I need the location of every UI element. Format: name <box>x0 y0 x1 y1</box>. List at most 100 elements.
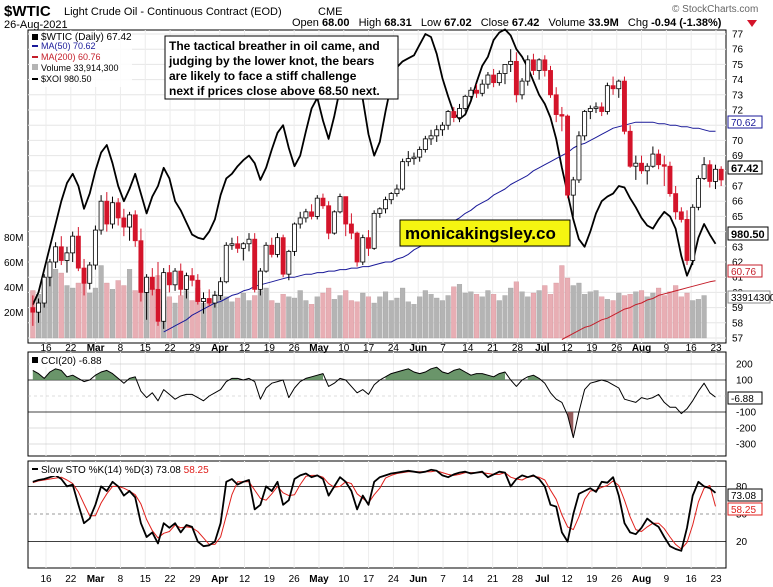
candle-body <box>451 111 457 118</box>
x-tick-label-price: 29 <box>189 343 201 354</box>
volume-bar <box>519 291 525 339</box>
sto-d-line <box>32 470 716 550</box>
price-tick-label: 74 <box>732 75 744 86</box>
high-label: High <box>359 17 382 29</box>
cci-tick-label: -200 <box>736 424 756 435</box>
candle-body <box>166 272 172 286</box>
price-tick-label: 73 <box>732 90 744 101</box>
candle-body <box>155 288 161 322</box>
cci-tick-label: -300 <box>736 440 756 451</box>
volume-bar <box>479 296 485 339</box>
candle-body <box>41 276 47 304</box>
annotation-line-3: are likely to face a stiff challenge <box>169 69 357 83</box>
candle-body <box>195 279 201 302</box>
sto-legend-text: Slow STO %K(14) %D(3) 73.08 58.25 <box>41 465 209 476</box>
candle-body <box>695 177 701 208</box>
brand-label: © StockCharts.com <box>672 4 758 15</box>
x-tick-label-price: 10 <box>338 343 350 354</box>
volume-bar <box>456 284 463 339</box>
cci-positive-fill <box>32 367 540 380</box>
candle-body <box>183 275 189 290</box>
volume-bar <box>365 296 372 339</box>
price-tick-label: 57 <box>732 334 744 345</box>
volume-bar <box>166 296 172 339</box>
volume-bar <box>468 291 474 339</box>
volume-bar <box>565 277 571 339</box>
volume-bar <box>104 282 110 339</box>
price-tick-label: 72 <box>732 106 744 117</box>
x-tick-label-bottom: 29 <box>189 574 201 585</box>
sto-panel <box>27 460 727 569</box>
cci-tick-label: -100 <box>736 408 756 419</box>
volume-bar <box>58 272 64 339</box>
candle-body <box>684 219 690 261</box>
volume-bar <box>695 299 701 339</box>
x-tick-label-bottom: 22 <box>165 574 177 585</box>
volume-bar <box>246 300 252 339</box>
candle-body <box>297 217 303 225</box>
candle-body <box>457 108 462 119</box>
candle-body <box>275 237 280 255</box>
candle-body <box>639 162 644 172</box>
candle-body <box>235 243 241 249</box>
volume-bar <box>75 282 81 339</box>
volume-bar <box>667 291 673 339</box>
candle-body <box>309 211 315 217</box>
candle-body <box>678 211 684 220</box>
x-tick-label-price: May <box>309 343 329 354</box>
cci-tick-label: 100 <box>736 376 753 387</box>
candle-body <box>508 60 514 65</box>
open-label: Open <box>292 17 319 29</box>
candle-body <box>502 64 508 74</box>
candle-body <box>121 217 127 228</box>
candle-body <box>616 80 622 90</box>
volume-bar <box>64 285 70 339</box>
candle-body <box>144 276 150 293</box>
volume-bar <box>360 292 366 339</box>
low-label: Low <box>421 17 441 29</box>
chart-symbol: $WTIC <box>4 3 51 20</box>
volume-bar <box>701 295 707 339</box>
volume-bar <box>252 295 258 339</box>
volume-bar <box>297 290 303 339</box>
badge-volume-text: 33914300 <box>731 293 773 304</box>
candle-body <box>172 270 178 286</box>
x-tick-label-bottom: 15 <box>140 574 152 585</box>
x-tick-label-price: Jul <box>535 343 550 354</box>
volume-bar <box>542 285 548 339</box>
candle-body <box>246 238 252 245</box>
volume-bar <box>132 290 138 339</box>
candle-body <box>599 106 605 112</box>
candle-body <box>286 250 292 275</box>
volume-bar <box>610 300 616 339</box>
volume-bar <box>678 296 684 339</box>
volume-bar <box>92 287 98 339</box>
price-tick-label: 62 <box>732 258 744 269</box>
badge-volume: 33914300 <box>727 290 773 304</box>
x-tick-label-bottom: 7 <box>440 574 446 585</box>
candle-body <box>559 114 565 117</box>
volume-bar <box>661 295 667 339</box>
x-tick-label-price: 19 <box>586 343 598 354</box>
price-tick-label: 65 <box>732 212 744 223</box>
volume-bar <box>70 287 76 339</box>
candle-body <box>53 246 59 263</box>
candle-body <box>98 200 104 231</box>
candle-body <box>485 74 491 85</box>
legend: $WTIC (Daily) 67.42 MA(50) 70.62 MA(200)… <box>30 31 132 87</box>
candle-body <box>229 243 235 246</box>
volume-bar <box>223 296 229 339</box>
cci-tick-label: 200 <box>736 360 753 371</box>
candle-body <box>565 115 571 196</box>
x-tick-label-bottom: May <box>309 574 329 585</box>
candle-body <box>405 158 411 163</box>
candle-body <box>366 237 371 249</box>
candle-body <box>377 208 383 214</box>
price-tick-label: 58 <box>732 318 744 329</box>
candle-body <box>553 94 559 115</box>
candle-body <box>644 165 650 172</box>
candle-body <box>656 153 662 166</box>
volume-bar <box>331 299 337 339</box>
close-value: 67.42 <box>512 17 540 29</box>
